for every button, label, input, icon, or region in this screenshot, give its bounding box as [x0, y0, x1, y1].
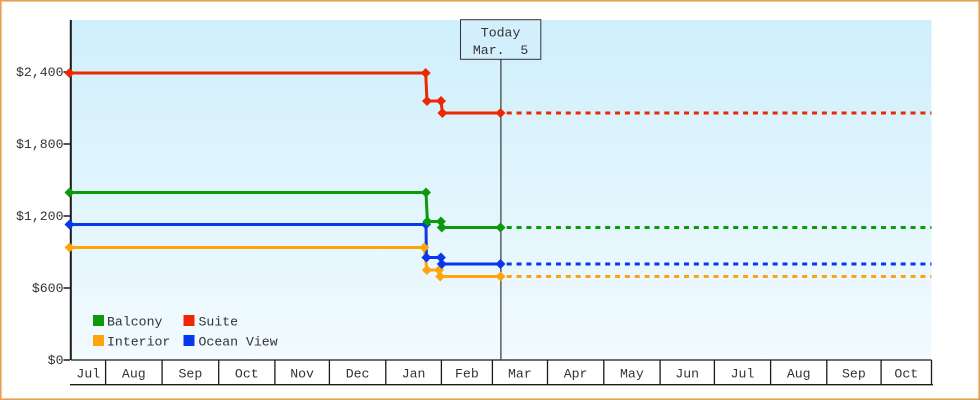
svg-text:Jan: Jan — [402, 366, 426, 381]
svg-text:Mar. 5: Mar. 5 — [473, 43, 528, 58]
svg-text:Jul: Jul — [76, 366, 100, 381]
svg-text:Nov: Nov — [290, 366, 314, 381]
svg-text:Jul: Jul — [731, 366, 755, 381]
svg-text:Apr: Apr — [564, 366, 588, 381]
svg-text:Mar: Mar — [508, 366, 532, 381]
svg-text:Today: Today — [481, 26, 521, 41]
svg-text:$2,400: $2,400 — [16, 65, 64, 80]
svg-text:Oct: Oct — [894, 366, 918, 381]
svg-text:May: May — [620, 366, 644, 381]
svg-text:Feb: Feb — [455, 366, 479, 381]
svg-text:$600: $600 — [32, 281, 64, 296]
svg-text:Interior: Interior — [107, 334, 170, 349]
svg-text:Suite: Suite — [199, 314, 239, 329]
svg-text:Dec: Dec — [346, 366, 370, 381]
svg-text:Jun: Jun — [675, 366, 699, 381]
svg-text:Sep: Sep — [842, 366, 866, 381]
svg-text:Sep: Sep — [179, 366, 203, 381]
svg-text:Oct: Oct — [235, 366, 259, 381]
svg-text:Balcony: Balcony — [107, 314, 162, 329]
svg-text:Aug: Aug — [122, 366, 146, 381]
svg-text:Ocean View: Ocean View — [199, 334, 278, 349]
svg-text:$0: $0 — [48, 353, 64, 368]
svg-text:$1,800: $1,800 — [16, 137, 64, 152]
svg-text:Aug: Aug — [787, 366, 811, 381]
svg-text:$1,200: $1,200 — [16, 209, 64, 224]
